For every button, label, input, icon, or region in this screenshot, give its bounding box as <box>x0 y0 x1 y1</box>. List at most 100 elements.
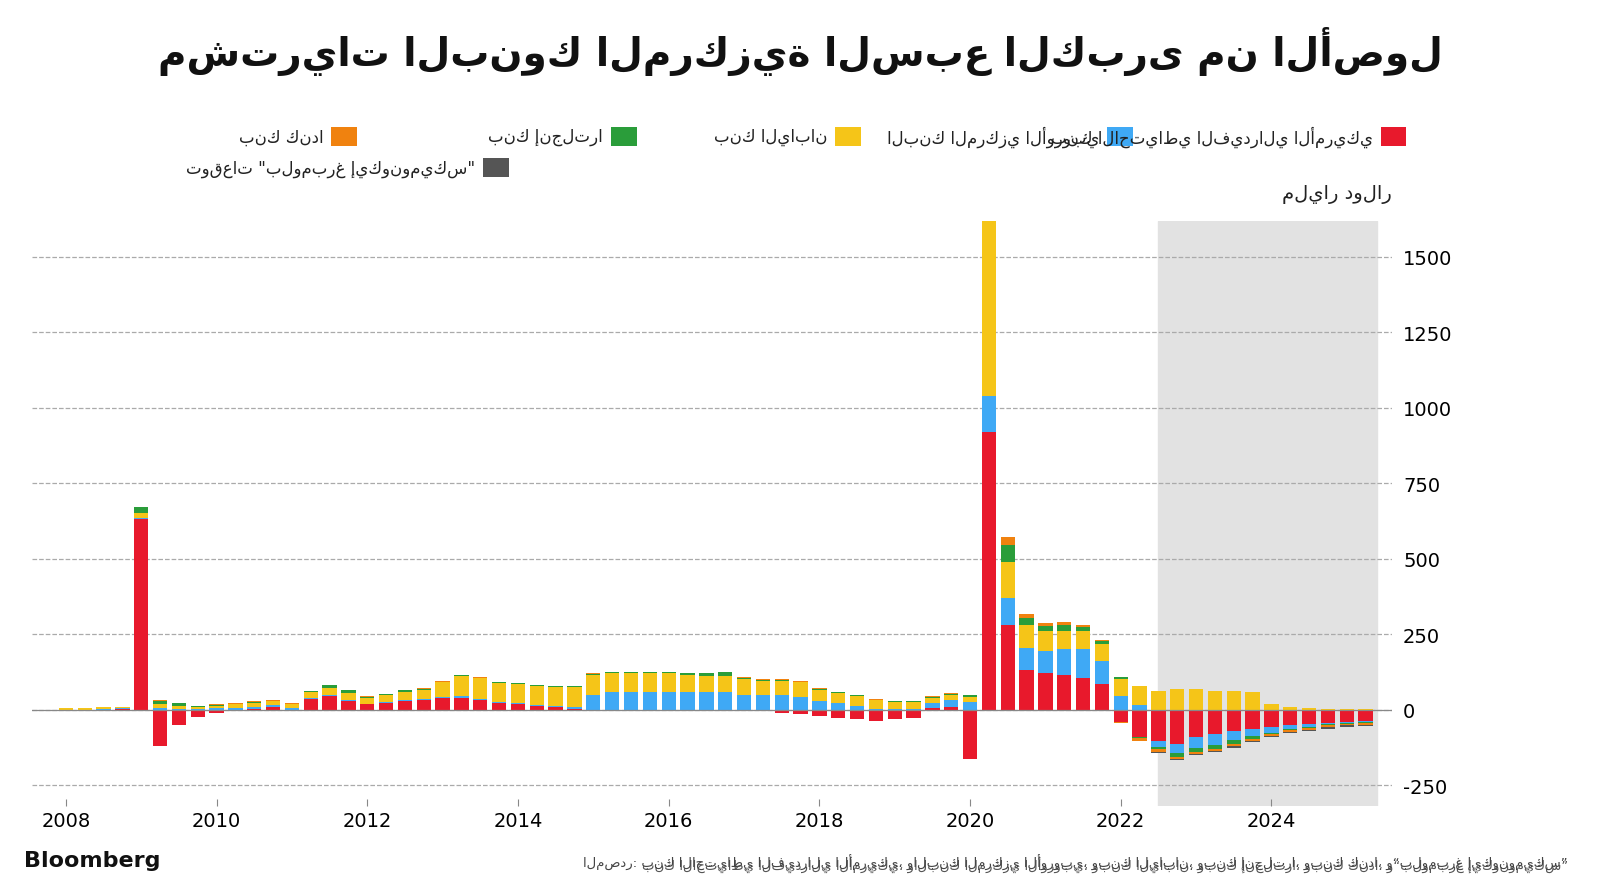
Bar <box>1038 632 1053 651</box>
Bar <box>1114 696 1128 710</box>
Bar <box>1000 562 1014 598</box>
Bar <box>1339 724 1354 726</box>
Bar <box>1320 724 1334 726</box>
Bar <box>285 709 299 710</box>
Bar <box>1339 723 1354 724</box>
Bar <box>134 520 149 710</box>
Bar <box>1038 623 1053 626</box>
Bar <box>774 710 789 713</box>
Bar <box>1283 733 1298 734</box>
Bar <box>755 696 770 710</box>
Bar <box>1075 678 1090 710</box>
Bar <box>1320 726 1334 727</box>
Bar <box>1339 710 1354 722</box>
Bar <box>661 710 675 711</box>
Bar <box>1152 750 1165 751</box>
Bar <box>266 702 280 705</box>
Bar <box>1189 710 1203 737</box>
Bar <box>1264 733 1278 734</box>
Bar <box>1058 631 1072 649</box>
Bar <box>661 673 675 692</box>
Bar <box>246 709 261 710</box>
Bar <box>1264 734 1278 736</box>
Bar <box>530 706 544 710</box>
Bar <box>1058 675 1072 710</box>
Bar <box>530 705 544 706</box>
Bar <box>1000 598 1014 626</box>
Bar <box>1170 753 1184 757</box>
Bar <box>154 701 168 704</box>
Bar <box>1170 759 1184 760</box>
Bar <box>925 709 939 710</box>
Bar <box>549 706 563 707</box>
Bar <box>1019 671 1034 710</box>
Bar <box>624 710 638 711</box>
Bar <box>246 707 261 709</box>
Bar <box>738 710 750 711</box>
Bar <box>474 699 488 700</box>
Bar <box>266 707 280 710</box>
Bar <box>435 697 450 698</box>
Bar <box>1208 691 1222 710</box>
Bar <box>304 699 318 710</box>
Bar <box>605 710 619 711</box>
Bar <box>680 673 694 675</box>
Bar <box>982 432 997 710</box>
Bar <box>944 701 958 707</box>
Bar <box>416 700 430 710</box>
Bar <box>624 692 638 710</box>
Bar <box>210 709 224 710</box>
Bar <box>1283 707 1298 710</box>
Bar <box>398 702 413 710</box>
Bar <box>454 696 469 698</box>
Bar <box>1358 725 1373 727</box>
Text: توقعات "بلومبرغ إيكونوميكس": توقعات "بلومبرغ إيكونوميكس" <box>186 159 475 177</box>
Bar <box>850 710 864 719</box>
Bar <box>416 690 430 699</box>
Bar <box>435 698 450 710</box>
Bar <box>1208 734 1222 745</box>
Bar <box>830 693 845 703</box>
Bar <box>1114 678 1128 679</box>
Bar <box>774 680 789 696</box>
Text: مليار دولار: مليار دولار <box>1282 185 1392 204</box>
Text: Bloomberg: Bloomberg <box>24 850 160 870</box>
Bar <box>1358 722 1373 724</box>
Bar <box>624 673 638 692</box>
Bar <box>190 706 205 708</box>
Bar <box>491 703 506 710</box>
Bar <box>1114 722 1128 724</box>
Text: بنك اليابان: بنك اليابان <box>714 128 827 146</box>
Bar <box>229 704 243 709</box>
Bar <box>944 694 958 695</box>
Bar <box>1094 641 1109 644</box>
Bar <box>115 707 130 708</box>
Bar <box>699 676 714 692</box>
Bar <box>1152 747 1165 750</box>
Bar <box>1227 747 1242 748</box>
Bar <box>1358 721 1373 722</box>
Bar <box>718 672 733 676</box>
Bar <box>1302 730 1317 731</box>
Bar <box>605 692 619 710</box>
Bar <box>944 707 958 710</box>
Bar <box>379 703 394 710</box>
Bar <box>1208 751 1222 752</box>
Bar <box>944 695 958 701</box>
Bar <box>1019 618 1034 626</box>
Bar <box>341 693 355 700</box>
Bar <box>190 710 205 718</box>
Bar <box>266 705 280 707</box>
Bar <box>925 703 939 709</box>
Bar <box>813 702 827 710</box>
Bar <box>154 704 168 709</box>
Bar <box>869 709 883 710</box>
Bar <box>643 710 658 711</box>
Bar <box>510 684 525 703</box>
Bar <box>1189 754 1203 756</box>
Bar <box>718 692 733 710</box>
Bar <box>1170 757 1184 759</box>
Bar <box>1189 748 1203 752</box>
Bar <box>1058 623 1072 626</box>
Bar <box>210 706 224 709</box>
